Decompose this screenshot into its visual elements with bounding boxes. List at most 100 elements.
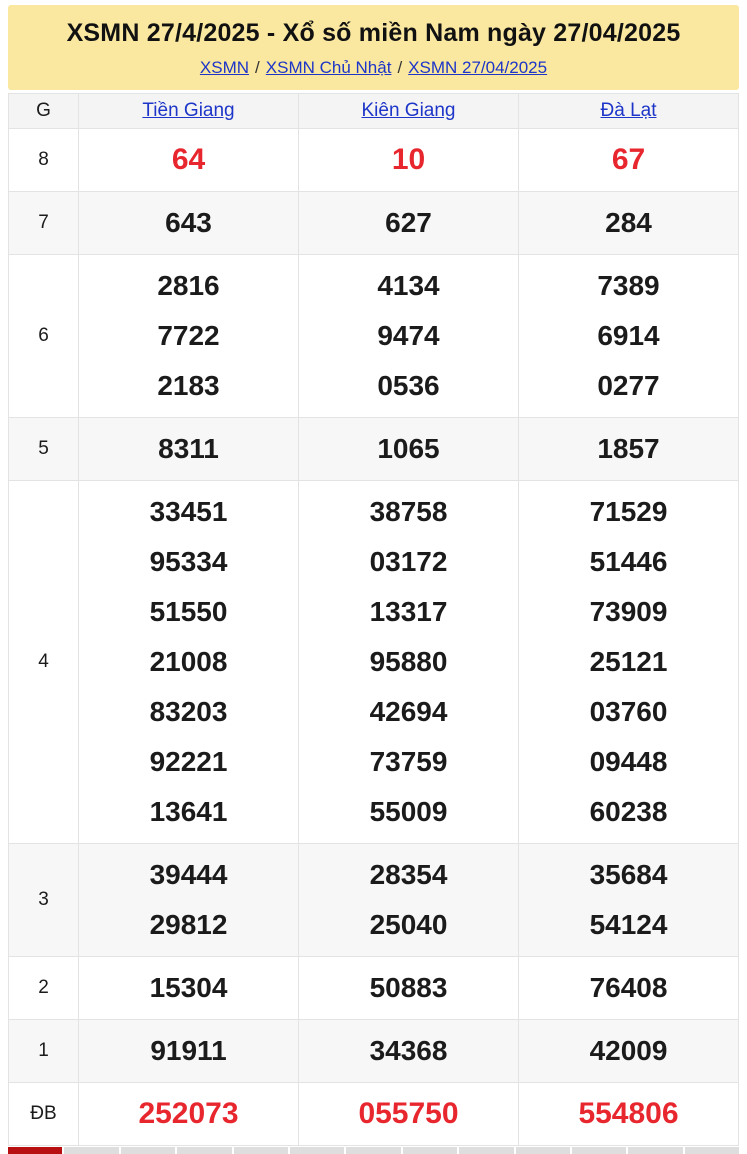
strip-segment (515, 1147, 570, 1154)
breadcrumb-link-xsmn-date[interactable]: XSMN 27/04/2025 (408, 58, 548, 77)
prize-number: 29812 (149, 909, 228, 940)
prize-number: 73909 (589, 596, 668, 627)
breadcrumb-link-xsmn-chu-nhat[interactable]: XSMN Chủ Nhật (265, 58, 392, 77)
strip-segment-active (8, 1147, 63, 1154)
prize-number: 33451 (149, 496, 228, 527)
prize-cell: 64 (78, 128, 299, 192)
prize-number: 42694 (369, 696, 448, 727)
prize-cell: 1857 (518, 417, 739, 481)
prize-label: 6 (8, 254, 79, 418)
table-row: 4 33451 95334 51550 21008 83203 92221 13641 3875… (8, 480, 739, 844)
prize-number: 284 (605, 207, 652, 238)
prize-cell: 627 (298, 191, 519, 255)
strip-segment (120, 1147, 176, 1154)
prize-cell: 38758 03172 13317 95880 42694 73759 55009 (298, 480, 519, 844)
strip-segment (64, 1147, 119, 1154)
prize-number: 92221 (149, 746, 228, 777)
prize-number: 0277 (597, 370, 660, 401)
breadcrumb-link-xsmn[interactable]: XSMN (199, 58, 250, 77)
strip-segment (402, 1147, 458, 1154)
prize-number: 7722 (157, 320, 220, 351)
prize-cell: 42009 (518, 1019, 739, 1083)
prize-number: 50883 (369, 972, 448, 1003)
prize-cell: 71529 51446 73909 25121 03760 09448 60238 (518, 480, 739, 844)
prize-cell: 67 (518, 128, 739, 192)
page-container: XSMN 27/4/2025 - Xổ số miền Nam ngày 27/… (8, 0, 739, 1154)
strip-segment (571, 1147, 627, 1154)
prize-number: 627 (385, 207, 432, 238)
prize-number: 6914 (597, 320, 660, 351)
strip-segment (233, 1147, 288, 1154)
table-row: 2 15304 50883 76408 (8, 956, 739, 1020)
province-header-da-lat: Đà Lạt (518, 93, 739, 129)
strip-segment (459, 1147, 514, 1154)
prize-cell: 643 (78, 191, 299, 255)
prize-number: 25121 (589, 646, 668, 677)
prize-number: 25040 (369, 909, 448, 940)
prize-cell: 284 (518, 191, 739, 255)
lottery-results-table: G Tiền Giang Kiên Giang Đà Lạt 8 64 10 67 7 6… (8, 93, 739, 1146)
prize-label: 8 (8, 128, 79, 192)
prize-number: 7389 (597, 270, 660, 301)
prize-cell: 15304 (78, 956, 299, 1020)
prize-number: 13317 (369, 596, 448, 627)
prize-number: 39444 (149, 859, 228, 890)
prize-cell: 4134 9474 0536 (298, 254, 519, 418)
prize-number: 35684 (589, 859, 668, 890)
prize-cell: 39444 29812 (78, 843, 299, 957)
prize-number: 643 (165, 207, 212, 238)
prize-number: 64 (171, 143, 206, 176)
province-header-kien-giang: Kiên Giang (298, 93, 519, 129)
prize-cell: 50883 (298, 956, 519, 1020)
prize-number: 51550 (149, 596, 228, 627)
prize-number: 42009 (589, 1035, 668, 1066)
prize-number: 4134 (377, 270, 440, 301)
province-link-tien-giang[interactable]: Tiền Giang (142, 100, 235, 121)
prize-label: 3 (8, 843, 79, 957)
prize-number: 21008 (149, 646, 228, 677)
strip-segment (289, 1147, 345, 1154)
province-link-da-lat[interactable]: Đà Lạt (600, 100, 657, 121)
prize-number: 09448 (589, 746, 668, 777)
prize-cell: 252073 (78, 1082, 299, 1146)
prize-number: 2816 (157, 270, 220, 301)
prize-cell: 28354 25040 (298, 843, 519, 957)
prize-cell: 76408 (518, 956, 739, 1020)
breadcrumb-separator: / (255, 58, 260, 77)
breadcrumb-separator: / (397, 58, 403, 77)
prize-cell: 7389 6914 0277 (518, 254, 739, 418)
table-row: 5 8311 1065 1857 (8, 417, 739, 481)
prize-cell: 34368 (298, 1019, 519, 1083)
province-header-tien-giang: Tiền Giang (78, 93, 299, 129)
prize-number: 252073 (138, 1097, 239, 1130)
province-link-kien-giang[interactable]: Kiên Giang (361, 100, 456, 121)
table-header-row: G Tiền Giang Kiên Giang Đà Lạt (8, 93, 739, 129)
prize-cell: 8311 (78, 417, 299, 481)
prize-number: 055750 (358, 1097, 459, 1130)
table-row: ĐB 252073 055750 554806 (8, 1082, 739, 1146)
prize-number: 71529 (589, 496, 668, 527)
prize-number: 76408 (589, 972, 668, 1003)
prize-number: 9474 (377, 320, 440, 351)
prize-number: 10 (391, 143, 426, 176)
table-row: 6 2816 7722 2183 4134 9474 0536 7389 6914 0277 (8, 254, 739, 418)
prize-number: 03760 (589, 696, 668, 727)
prize-cell: 055750 (298, 1082, 519, 1146)
results-table-body: 8 64 10 67 7 643 627 284 6 2816 7722 2183 4134 9474 05… (8, 128, 739, 1146)
prize-number: 83203 (149, 696, 228, 727)
page-title: XSMN 27/4/2025 - Xổ số miền Nam ngày 27/… (66, 19, 681, 47)
prize-label: 1 (8, 1019, 79, 1083)
prize-cell: 554806 (518, 1082, 739, 1146)
prize-number: 8311 (158, 433, 219, 464)
prize-cell: 2816 7722 2183 (78, 254, 299, 418)
table-row: 3 39444 29812 28354 25040 35684 54124 (8, 843, 739, 957)
prize-number: 95880 (369, 646, 448, 677)
prize-number: 95334 (149, 546, 228, 577)
next-section-cutoff-strip (8, 1147, 739, 1154)
breadcrumb: XSMN / XSMN Chủ Nhật / XSMN 27/04/2025 (18, 58, 729, 78)
prize-number: 55009 (369, 796, 448, 827)
prize-number: 13641 (149, 796, 228, 827)
prize-number: 51446 (589, 546, 668, 577)
prize-number: 91911 (150, 1035, 227, 1066)
prize-label: ĐB (8, 1082, 79, 1146)
